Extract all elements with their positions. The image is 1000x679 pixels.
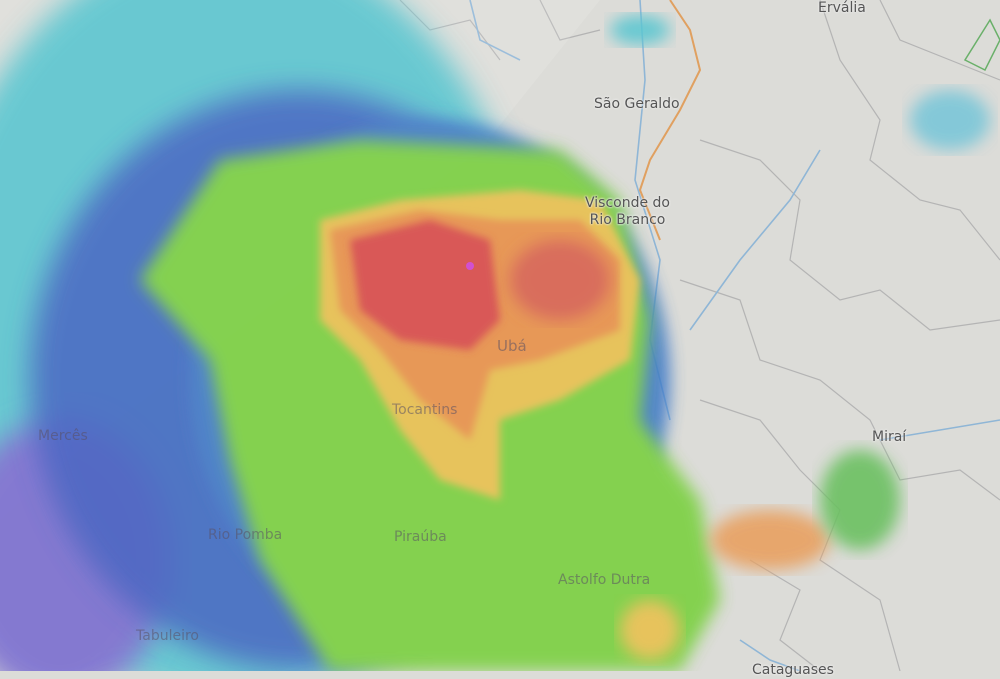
place-label-tocantins: Tocantins [392, 402, 458, 418]
place-label-visconde-do-rio-branco: Visconde do Rio Branco [585, 195, 670, 228]
place-label-astolfo-dutra: Astolfo Dutra [558, 572, 651, 588]
place-label-mirai: Miraí [872, 429, 907, 445]
park-outline [963, 18, 1000, 72]
place-label-merces: Mercês [38, 428, 88, 444]
place-label-sao-geraldo: São Geraldo [594, 96, 680, 112]
place-label-rio-pomba: Rio Pomba [208, 527, 283, 543]
place-label-ervalia: Ervália [818, 0, 866, 16]
highway [638, 0, 702, 241]
place-label-uba: Ubá [497, 337, 527, 355]
place-label-pirauba: Piraúba [394, 529, 447, 545]
place-label-tabuleiro: Tabuleiro [136, 628, 199, 644]
radar-overlay [0, 0, 990, 671]
